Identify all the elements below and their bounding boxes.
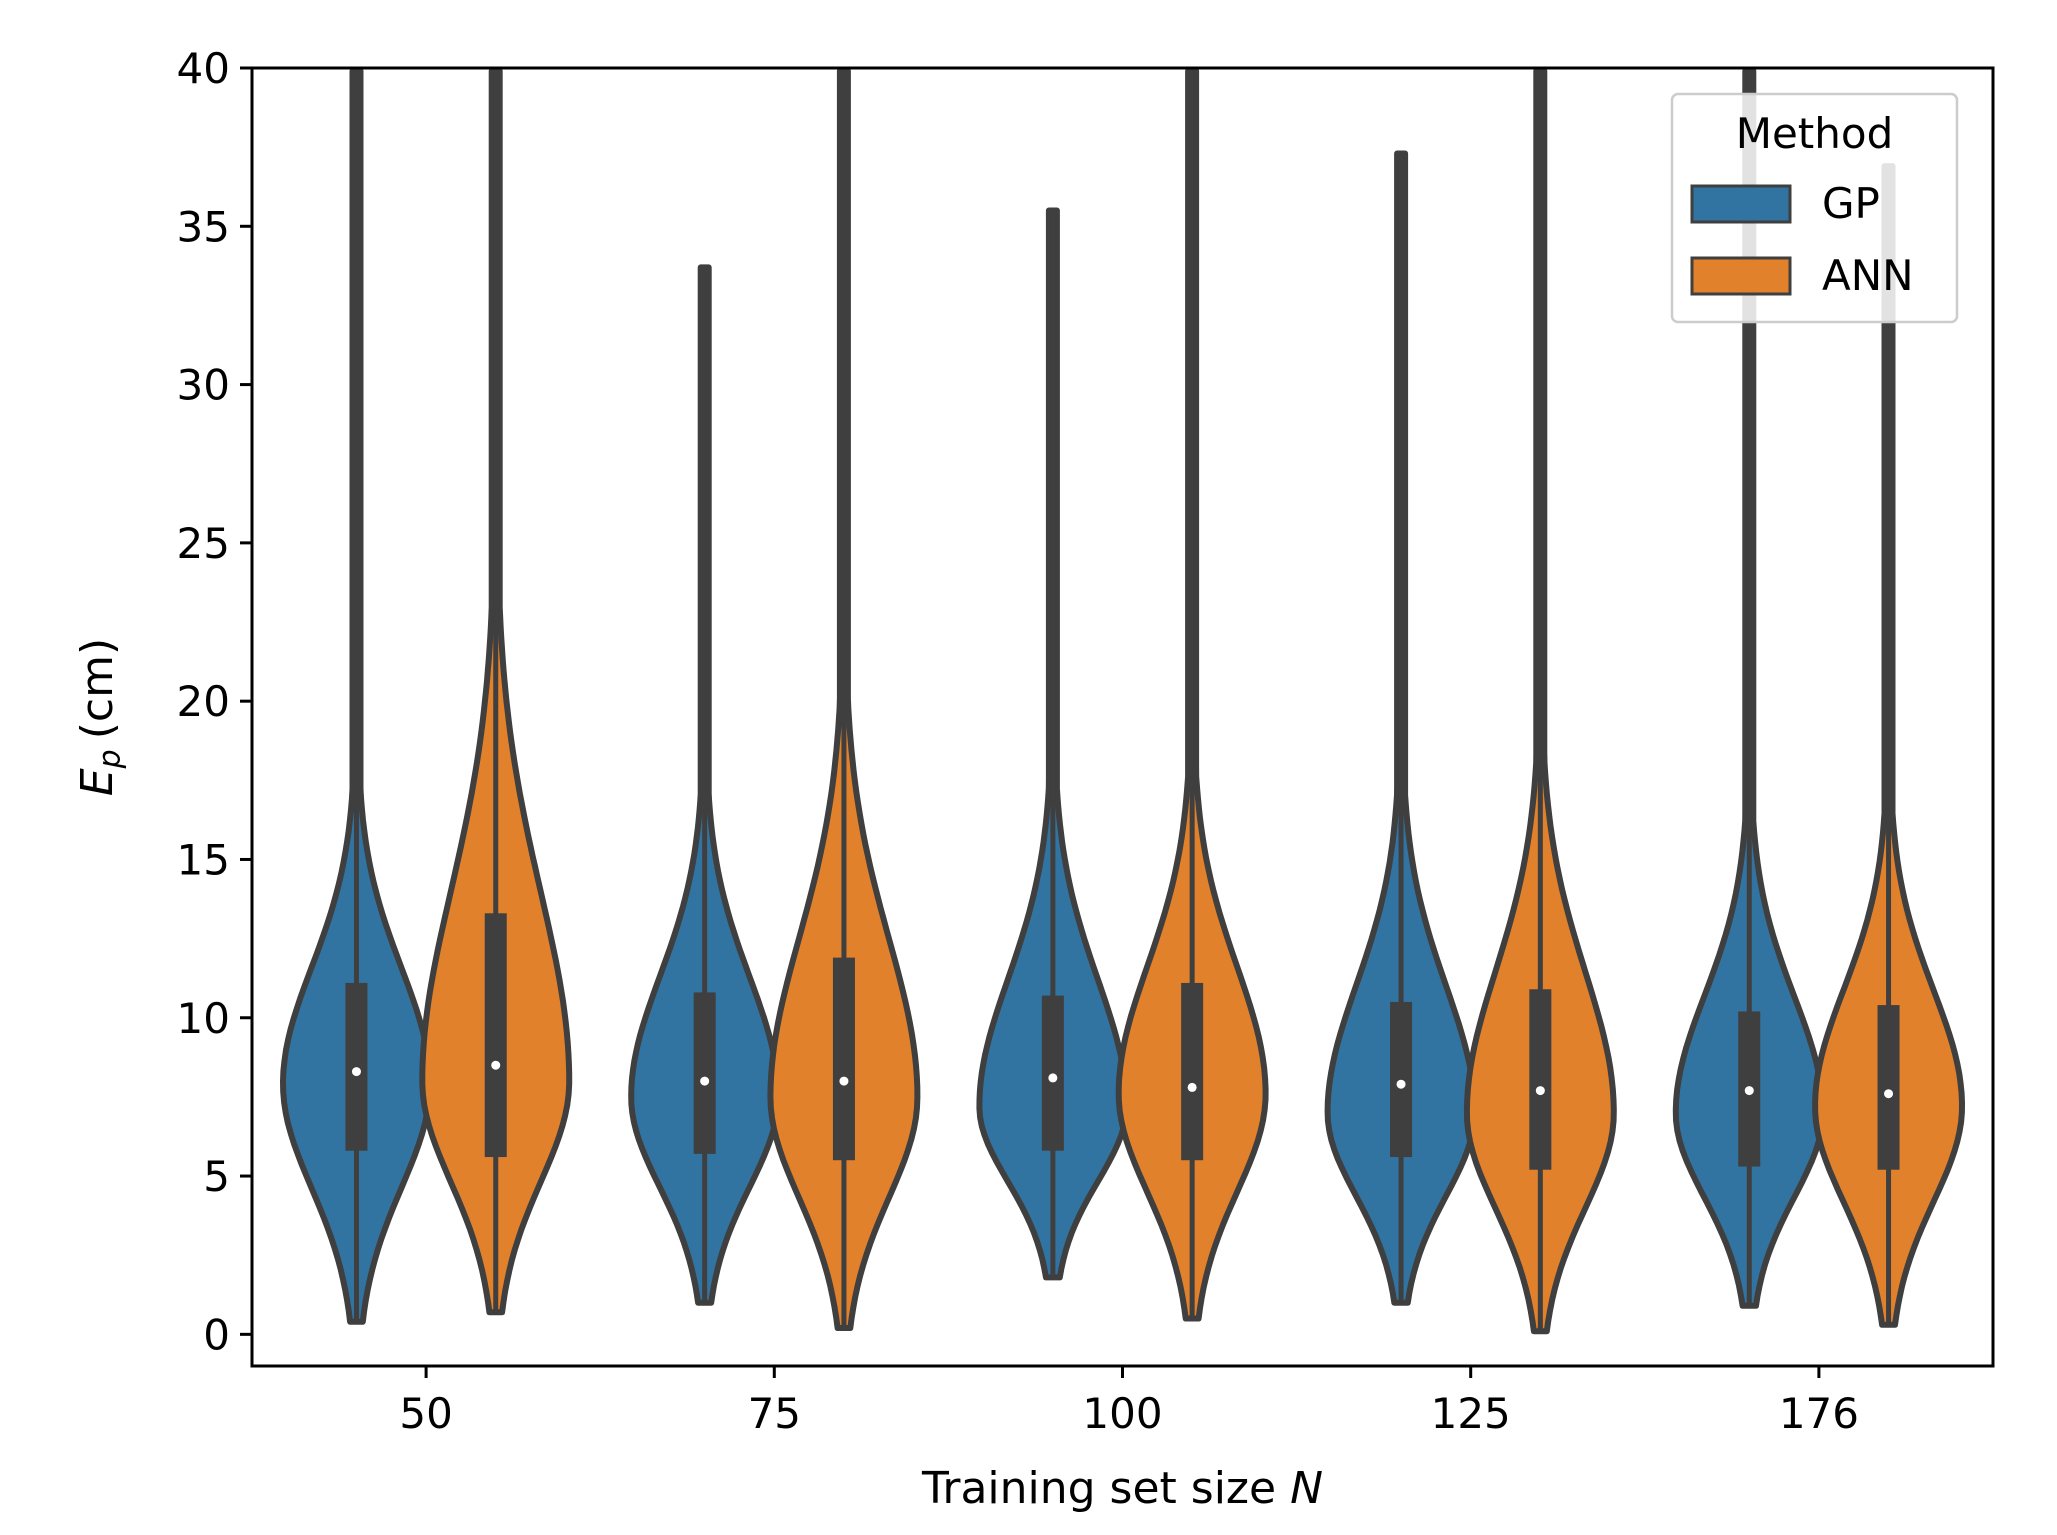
violin-iqr-box xyxy=(693,992,716,1154)
violin-gp-50 xyxy=(280,68,433,1325)
y-tick-label: 30 xyxy=(177,361,230,410)
violin-ann-50 xyxy=(419,68,573,1316)
violin-ann-176 xyxy=(1812,163,1965,1328)
violin-gp-125 xyxy=(1324,150,1478,1306)
y-tick-label: 35 xyxy=(177,202,230,251)
y-axis-label-unit: (cm) xyxy=(72,638,123,739)
x-tick-label: 125 xyxy=(1431,1389,1511,1438)
violin-median xyxy=(351,1067,361,1077)
violin-median xyxy=(1744,1086,1754,1096)
y-tick-label: 20 xyxy=(177,677,230,726)
x-tick-label: 176 xyxy=(1779,1389,1859,1438)
legend-title: Method xyxy=(1736,109,1894,158)
x-axis-label-variable: N xyxy=(1290,1463,1323,1514)
x-axis-label: Training set size N xyxy=(921,1463,1323,1514)
violin-gp-75 xyxy=(628,264,782,1306)
legend-label-ann: ANN xyxy=(1822,251,1914,300)
violin-iqr-box xyxy=(1181,982,1204,1161)
violin-gp-100 xyxy=(976,207,1130,1281)
legend-label-gp: GP xyxy=(1822,179,1880,228)
violin-ann-100 xyxy=(1115,68,1269,1322)
violin-median xyxy=(839,1076,849,1086)
violin-iqr-box xyxy=(1390,1001,1413,1158)
y-tick-label: 15 xyxy=(177,835,230,884)
violin-median xyxy=(1187,1082,1197,1092)
y-axis-label-variable: E xyxy=(72,768,123,796)
violin-ann-125 xyxy=(1463,68,1617,1335)
violin-iqr-box xyxy=(1877,1005,1900,1170)
x-tick-label: 75 xyxy=(748,1389,801,1438)
violin-median xyxy=(1396,1079,1406,1089)
y-tick-label: 10 xyxy=(177,994,230,1043)
y-tick-label: 25 xyxy=(177,519,230,568)
y-axis-label-subscript: p xyxy=(93,749,128,769)
y-tick-label: 5 xyxy=(203,1152,230,1201)
y-tick-label: 40 xyxy=(177,44,230,93)
violin-median xyxy=(700,1076,710,1086)
violin-iqr-box xyxy=(1529,989,1552,1170)
violin-median xyxy=(1884,1089,1894,1099)
x-tick-label: 100 xyxy=(1082,1389,1162,1438)
violin-iqr-box xyxy=(832,957,855,1161)
violin-median xyxy=(491,1060,501,1070)
y-axis-label: Ep (cm) xyxy=(72,638,128,796)
y-axis: 0 5 10 15 20 25 30 35 40 xyxy=(177,44,252,1359)
legend-entries: GP ANN xyxy=(1690,179,1914,300)
y-tick-label: 0 xyxy=(203,1310,230,1359)
violin-median xyxy=(1535,1086,1545,1096)
x-axis: 50 75 100 125 176 xyxy=(399,1366,1859,1438)
violin-iqr-box xyxy=(1041,995,1064,1151)
violin-iqr-box xyxy=(484,913,507,1158)
violin-layer xyxy=(280,68,1965,1335)
legend-swatch-gp xyxy=(1690,184,1792,224)
violin-iqr-box xyxy=(345,982,368,1151)
legend: Method GP ANN xyxy=(1670,92,1959,324)
violin-ann-75 xyxy=(767,68,921,1331)
x-tick-label: 50 xyxy=(399,1389,452,1438)
legend-swatch-ann xyxy=(1690,256,1792,296)
violin-median xyxy=(1048,1073,1058,1083)
x-axis-label-text: Training set size xyxy=(921,1463,1276,1514)
